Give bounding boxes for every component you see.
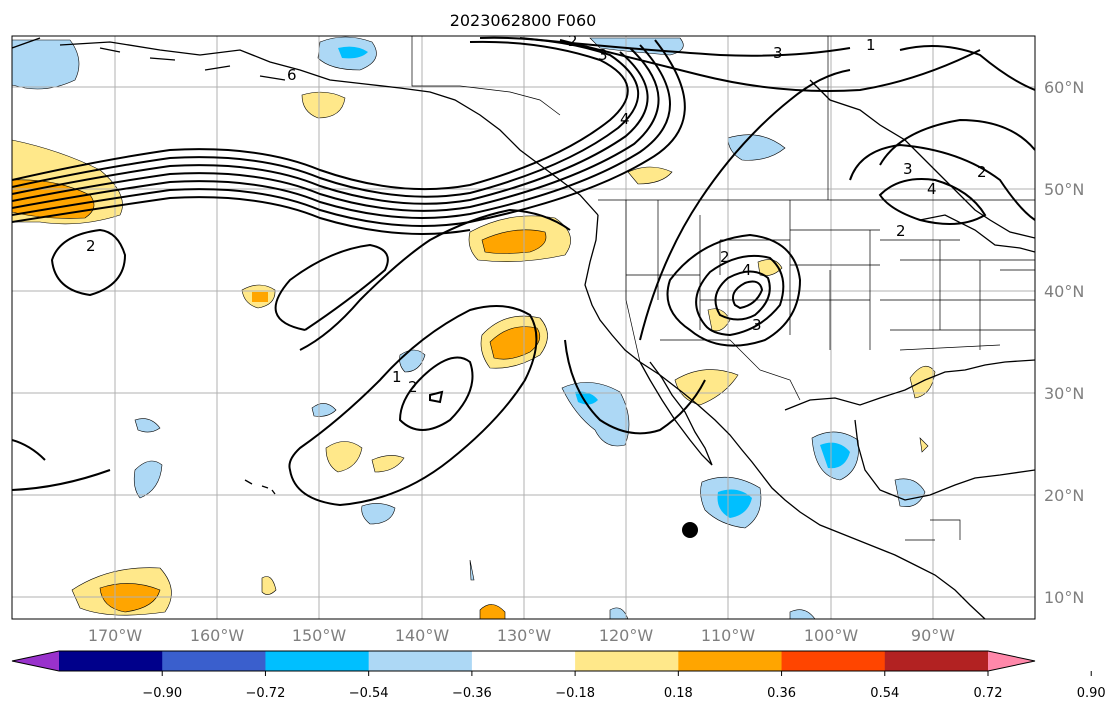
lat-label: 20°N: [1044, 486, 1084, 505]
colorbar-tick-label: −0.36: [452, 686, 492, 701]
lat-label: 10°N: [1044, 588, 1084, 607]
contour-label: 2: [408, 378, 418, 396]
lon-label: 160°W: [190, 626, 245, 645]
colorbar-tick-label: 0.18: [664, 686, 693, 701]
colorbar-tick-label: 0.36: [767, 686, 796, 701]
contour-label: 1: [866, 36, 876, 54]
latitude-labels: 60°N 50°N 40°N 30°N 20°N 10°N: [1044, 78, 1084, 607]
graticule: [12, 36, 1035, 619]
colorbar-segment: [265, 651, 370, 671]
colorbar-tick-label: −0.54: [349, 686, 389, 701]
contour-label: 2: [720, 248, 730, 266]
lon-label: 170°W: [88, 626, 143, 645]
contour-label: 3: [773, 44, 783, 62]
lon-label: 90°W: [911, 626, 955, 645]
coastlines: [12, 37, 1035, 619]
lat-label: 50°N: [1044, 180, 1084, 199]
colorbar-segment: [162, 651, 266, 671]
contour-label: 4: [927, 180, 937, 198]
contour-lines: [12, 36, 1035, 507]
lat-label: 60°N: [1044, 78, 1084, 97]
map-frame: [11, 35, 1036, 620]
colorbar-segment: [884, 651, 989, 671]
colorbar-segment: [575, 651, 679, 671]
colorbar-segment: [781, 651, 886, 671]
lat-label: 30°N: [1044, 384, 1084, 403]
colorbar-tick-label: −0.18: [555, 686, 595, 701]
contour-label: 2: [86, 237, 96, 255]
longitude-labels: 170°W 160°W 150°W 140°W 130°W 120°W 110°…: [88, 626, 955, 645]
contour-label: 3: [903, 160, 913, 178]
colorbar-segment: [471, 651, 576, 671]
colorbar-extend-min: [12, 651, 59, 671]
contour-label: 6: [287, 66, 297, 84]
storm-marker: [682, 522, 698, 538]
colorbar-segment: [59, 651, 163, 671]
colorbar-extend-max: [988, 651, 1035, 671]
colorbar-tick-label: 0.54: [870, 686, 899, 701]
lon-label: 110°W: [701, 626, 756, 645]
colorbar-outline: [11, 650, 1036, 672]
colorbar-segment: [368, 651, 473, 671]
contour-label: 3: [598, 46, 608, 64]
contour-label: 3: [752, 316, 762, 334]
contour-label: 1: [392, 368, 402, 386]
colorbar-tick-label: 0.72: [974, 686, 1003, 701]
colorbar-tick-label: 0.90: [1077, 686, 1105, 701]
colorbar-segments: [12, 651, 1035, 671]
contour-label: 2: [977, 163, 987, 181]
lon-label: 120°W: [599, 626, 654, 645]
map-area: 6 2 3 4 3 2 3 4 2 2 1 2 4 3 2 1: [12, 32, 1035, 619]
contour-label: 2: [896, 222, 906, 240]
contour-label: 4: [742, 261, 752, 279]
contour-label-group: 6 2 3 4 3 2 3 4 2 2 1 2 4 3 2 1: [86, 32, 987, 396]
colorbar-tick-label: −0.90: [142, 686, 182, 701]
contour-label: 2: [568, 32, 578, 50]
lon-label: 140°W: [395, 626, 450, 645]
map-title: 2023062800 F060: [450, 11, 597, 30]
colorbar: −0.90 −0.72 −0.54 −0.36 −0.18 0.18 0.36 0.54 0.7…: [11, 650, 1105, 701]
lon-label: 100°W: [804, 626, 859, 645]
lon-label: 150°W: [292, 626, 347, 645]
colorbar-segment: [678, 651, 783, 671]
political-borders: [411, 36, 1035, 541]
lon-label: 130°W: [497, 626, 552, 645]
colorbar-ticks: −0.90 −0.72 −0.54 −0.36 −0.18 0.18 0.36 0.54 0.7…: [142, 671, 1105, 701]
contour-label: 4: [620, 110, 630, 128]
lat-label: 40°N: [1044, 282, 1084, 301]
colorbar-tick-label: −0.72: [246, 686, 286, 701]
